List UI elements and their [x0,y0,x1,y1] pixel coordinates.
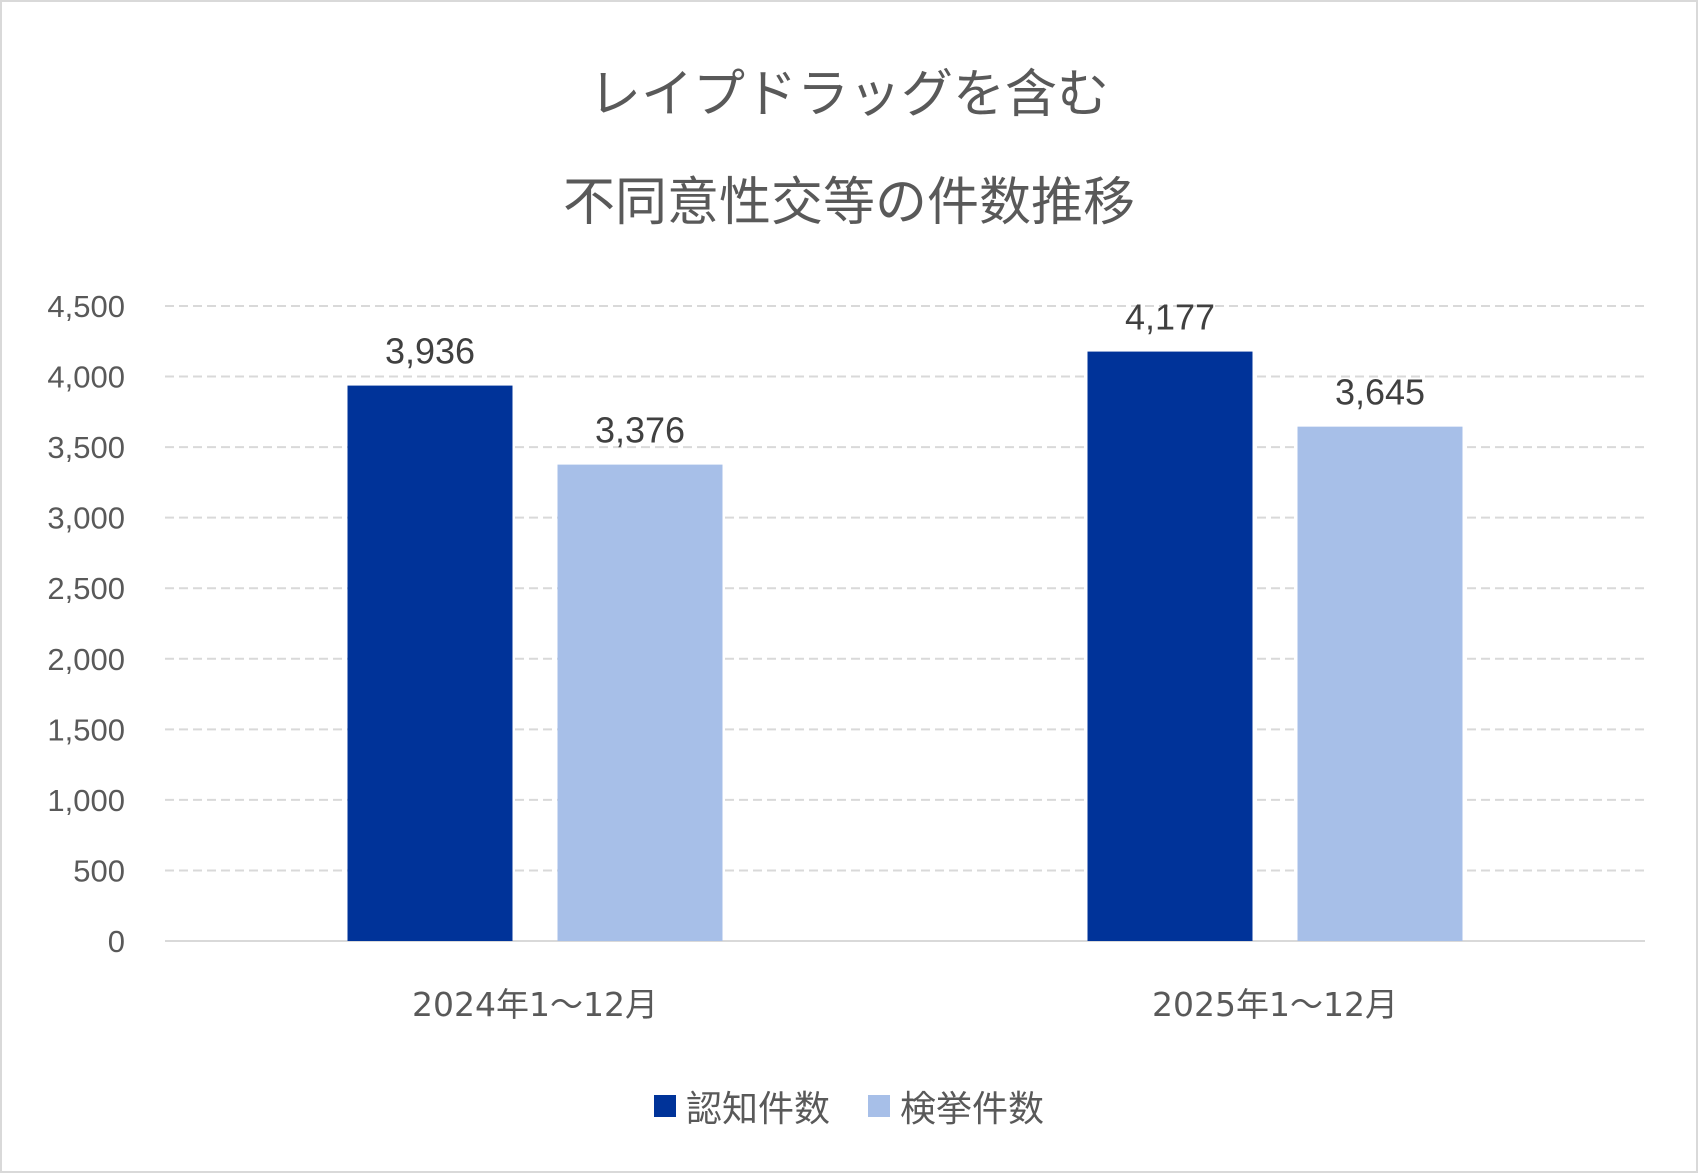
bar [1087,351,1253,942]
y-tick-label: 3,000 [47,501,125,536]
x-tick-label: 2024年1〜12月 [412,985,658,1024]
legend-item-arrested: 検挙件数 [868,1080,1044,1132]
data-label: 3,376 [595,410,685,451]
bar [347,385,513,941]
y-tick-label: 4,500 [47,289,125,324]
x-tick-label: 2025年1〜12月 [1152,985,1398,1024]
legend-swatch-recognized [653,1095,676,1117]
legend-label: 検挙件数 [900,1089,1045,1130]
chart-title-line-1: レイプドラッグを含む [588,65,1109,125]
y-tick-label: 3,500 [47,430,125,465]
legend: 認知件数 検挙件数 [0,1080,1698,1132]
y-tick-label: 4,000 [47,360,125,395]
legend-item-recognized: 認知件数 [653,1080,830,1132]
bar [557,464,723,941]
y-tick-label: 0 [108,924,125,959]
y-tick-label: 1,000 [47,783,125,818]
legend-swatch-arrested [868,1095,890,1117]
y-tick-label: 500 [73,853,125,888]
y-tick-label: 2,500 [47,571,125,606]
bar [1297,426,1463,941]
y-tick-label: 1,500 [47,712,125,747]
data-label: 3,936 [385,331,475,372]
legend-label: 認知件数 [685,1089,830,1130]
chart-title-line-2: 不同意性交等の件数推移 [562,173,1135,233]
data-label: 4,177 [1125,297,1215,338]
data-label: 3,645 [1335,372,1425,413]
y-tick-label: 2,000 [47,642,125,677]
